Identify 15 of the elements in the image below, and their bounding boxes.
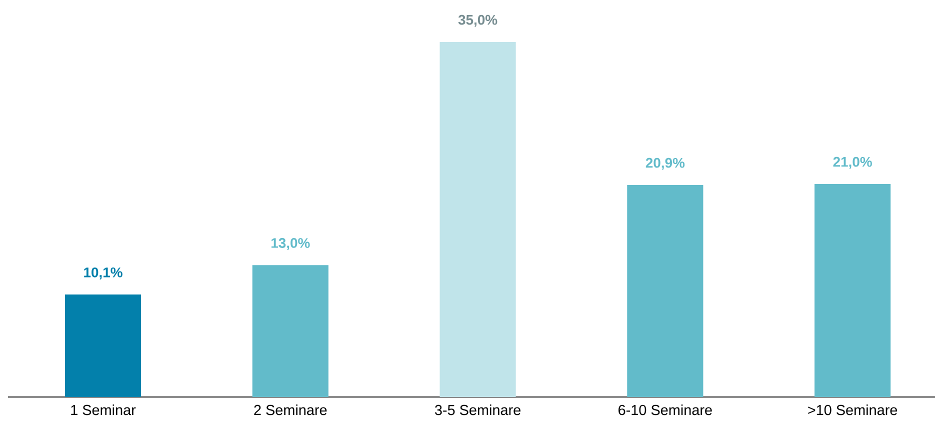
- x-tick-label: 3-5 Seminare: [434, 404, 520, 416]
- data-label: 35,0%: [458, 14, 498, 27]
- x-tick-label: 1 Seminar: [71, 404, 136, 416]
- bar: [440, 42, 516, 397]
- x-tick-label: >10 Seminare: [808, 404, 898, 416]
- data-label: 13,0%: [271, 238, 310, 250]
- data-label: 21,0%: [833, 156, 872, 169]
- x-tick-label: 6-10 Seminare: [618, 404, 712, 416]
- bar: [252, 265, 328, 397]
- bar: [64, 294, 142, 397]
- data-label: 20,9%: [646, 158, 685, 170]
- x-tick-label: 2 Seminare: [254, 404, 327, 416]
- bar: [814, 184, 891, 397]
- bar: [627, 185, 704, 397]
- data-label: 10,1%: [84, 267, 122, 280]
